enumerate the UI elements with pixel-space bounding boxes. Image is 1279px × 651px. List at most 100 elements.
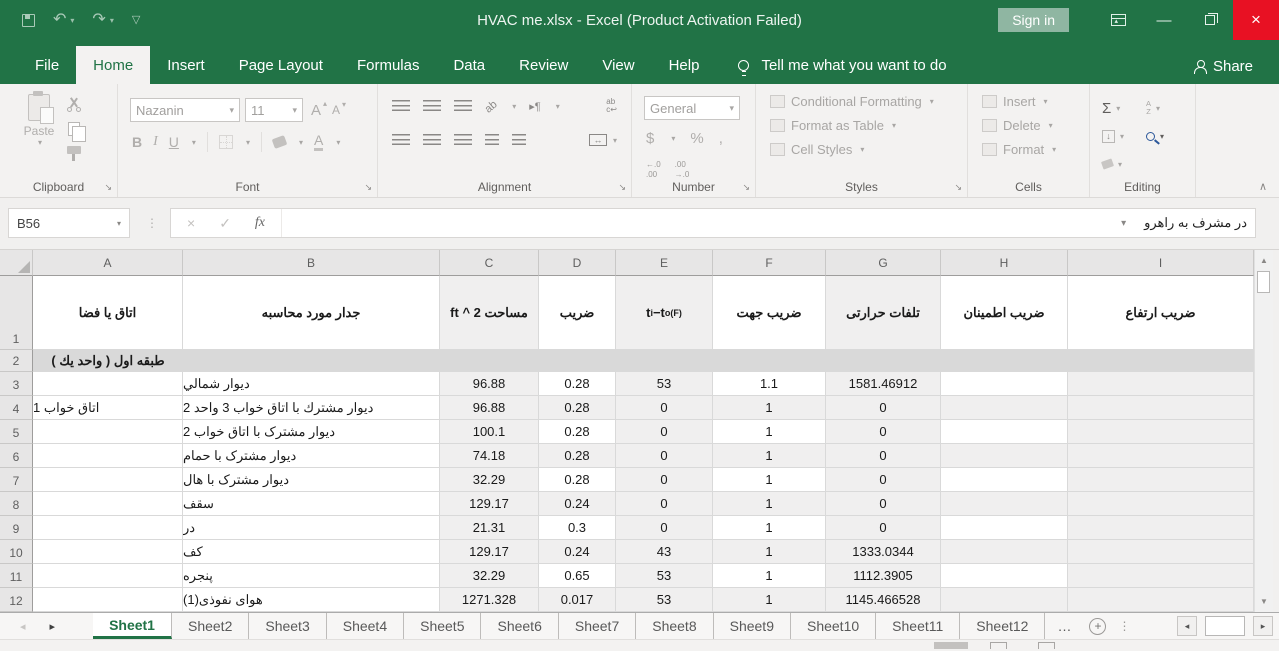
- cell-d4[interactable]: 0.28: [539, 396, 616, 420]
- column-header-f[interactable]: F: [713, 250, 826, 276]
- font-size-combo[interactable]: 11 ▾: [245, 98, 303, 122]
- autosum-button[interactable]: Σ ▾: [1102, 99, 1121, 117]
- save-icon[interactable]: [22, 13, 35, 27]
- vertical-scrollbar-thumb[interactable]: [1257, 271, 1270, 293]
- cell-f7[interactable]: 1: [713, 468, 826, 492]
- cell-h4[interactable]: [941, 396, 1068, 420]
- hscroll-right-icon[interactable]: ▸: [1253, 616, 1273, 636]
- orientation-dropdown-icon[interactable]: ▾: [512, 102, 517, 111]
- column-header-h[interactable]: H: [941, 250, 1068, 276]
- cell-b11[interactable]: پنجره: [183, 564, 440, 588]
- cancel-icon[interactable]: ×: [187, 215, 196, 231]
- cell-c11[interactable]: 32.29: [440, 564, 539, 588]
- sheet-tab-sheet12[interactable]: Sheet12: [960, 613, 1046, 639]
- cell-i7[interactable]: [1068, 468, 1254, 492]
- ribbon-tab-formulas[interactable]: Formulas: [356, 56, 420, 74]
- cell-i12[interactable]: [1068, 588, 1254, 612]
- header-cell-i[interactable]: ضريب ارتفاع: [1068, 276, 1254, 350]
- sheet-tab-sheet4[interactable]: Sheet4: [327, 613, 405, 639]
- italic-button[interactable]: I: [153, 134, 158, 149]
- cell-g12[interactable]: 1145.466528: [826, 588, 941, 612]
- grow-font-button[interactable]: A ▴: [311, 98, 328, 119]
- cell-i5[interactable]: [1068, 420, 1254, 444]
- row-header-12[interactable]: 12: [0, 588, 33, 612]
- cell-c3[interactable]: 96.88: [440, 372, 539, 396]
- tab-bar-grip-icon[interactable]: ⋮: [1118, 619, 1131, 633]
- ribbon-tab-data[interactable]: Data: [453, 56, 486, 74]
- cell-e5[interactable]: 0: [616, 420, 713, 444]
- number-format-combo[interactable]: General ▾: [644, 96, 740, 120]
- sheet-tab-sheet2[interactable]: Sheet2: [172, 613, 250, 639]
- accounting-dropdown-icon[interactable]: ▾: [671, 134, 676, 143]
- cell-d3[interactable]: 0.28: [539, 372, 616, 396]
- align-center-icon[interactable]: [423, 134, 441, 147]
- vertical-scrollbar[interactable]: ▲ ▼: [1254, 250, 1273, 612]
- row-header-3[interactable]: 3: [0, 372, 33, 396]
- sheet-tab-sheet8[interactable]: Sheet8: [636, 613, 714, 639]
- sheet-tab-sheet11[interactable]: Sheet11: [876, 613, 961, 639]
- decrease-decimal-button[interactable]: .00 →.0: [674, 160, 690, 179]
- ribbon-tab-review[interactable]: Review: [519, 56, 569, 74]
- band-cell-h[interactable]: [941, 350, 1068, 372]
- cell-c10[interactable]: 129.17: [440, 540, 539, 564]
- undo-icon[interactable]: ↶: [53, 11, 67, 28]
- cell-i11[interactable]: [1068, 564, 1254, 588]
- cell-a8[interactable]: [33, 492, 183, 516]
- cell-e10[interactable]: 43: [616, 540, 713, 564]
- cell-d11[interactable]: 0.65: [539, 564, 616, 588]
- cell-g7[interactable]: 0: [826, 468, 941, 492]
- sheet-tab-sheet9[interactable]: Sheet9: [714, 613, 791, 639]
- band-cell-e[interactable]: [616, 350, 713, 372]
- row-header-11[interactable]: 11: [0, 564, 33, 588]
- minimize-button[interactable]: —: [1156, 11, 1172, 29]
- percent-style-button[interactable]: %: [690, 130, 704, 147]
- cell-e3[interactable]: 53: [616, 372, 713, 396]
- restore-button[interactable]: [1187, 0, 1233, 40]
- cell-h7[interactable]: [941, 468, 1068, 492]
- clear-button[interactable]: ▾: [1100, 158, 1146, 170]
- cell-e11[interactable]: 53: [616, 564, 713, 588]
- sheet-nav-right-icon[interactable]: ▸: [49, 620, 56, 633]
- cell-b9[interactable]: در: [183, 516, 440, 540]
- cell-d7[interactable]: 0.28: [539, 468, 616, 492]
- cell-styles-button[interactable]: Cell Styles ▾: [770, 142, 934, 157]
- header-cell-f[interactable]: ضريب جهت: [713, 276, 826, 350]
- row-header-5[interactable]: 5: [0, 420, 33, 444]
- bold-button[interactable]: B: [132, 134, 143, 150]
- cell-h12[interactable]: [941, 588, 1068, 612]
- band-cell-a[interactable]: طبقه اول ( واحد يك ): [33, 350, 183, 372]
- cell-h11[interactable]: [941, 564, 1068, 588]
- cell-h8[interactable]: [941, 492, 1068, 516]
- delete-cells-button[interactable]: Delete ▾: [982, 118, 1056, 133]
- align-right-icon[interactable]: [454, 134, 472, 147]
- find-select-button[interactable]: ▾: [1146, 131, 1190, 141]
- decrease-indent-icon[interactable]: [485, 134, 499, 147]
- row-header-10[interactable]: 10: [0, 540, 33, 564]
- align-left-icon[interactable]: [392, 134, 410, 147]
- format-painter-icon[interactable]: [67, 146, 81, 161]
- formula-bar-grip-icon[interactable]: ⋮: [146, 216, 158, 230]
- cell-e6[interactable]: 0: [616, 444, 713, 468]
- header-cell-d[interactable]: ضريب: [539, 276, 616, 350]
- select-all-corner[interactable]: [0, 250, 33, 276]
- cell-c6[interactable]: 74.18: [440, 444, 539, 468]
- cell-h6[interactable]: [941, 444, 1068, 468]
- cell-d9[interactable]: 0.3: [539, 516, 616, 540]
- column-header-d[interactable]: D: [539, 250, 616, 276]
- format-cells-button[interactable]: Format ▾: [982, 142, 1056, 157]
- cell-i4[interactable]: [1068, 396, 1254, 420]
- band-cell-g[interactable]: [826, 350, 941, 372]
- ribbon-tab-help[interactable]: Help: [668, 56, 700, 74]
- font-color-button[interactable]: A: [313, 133, 324, 151]
- sheet-nav-left-icon[interactable]: ◂: [20, 620, 26, 633]
- cell-g3[interactable]: 1581.46912: [826, 372, 941, 396]
- sheet-tab-sheet3[interactable]: Sheet3: [249, 613, 327, 639]
- cell-b7[interactable]: ديوار مشترک با هال: [183, 468, 440, 492]
- cell-c12[interactable]: 1271.328: [440, 588, 539, 612]
- cell-e4[interactable]: 0: [616, 396, 713, 420]
- cell-g6[interactable]: 0: [826, 444, 941, 468]
- increase-indent-icon[interactable]: [512, 134, 526, 147]
- cell-b3[interactable]: ديوار شمالي: [183, 372, 440, 396]
- ribbon-display-options-button[interactable]: [1095, 0, 1141, 40]
